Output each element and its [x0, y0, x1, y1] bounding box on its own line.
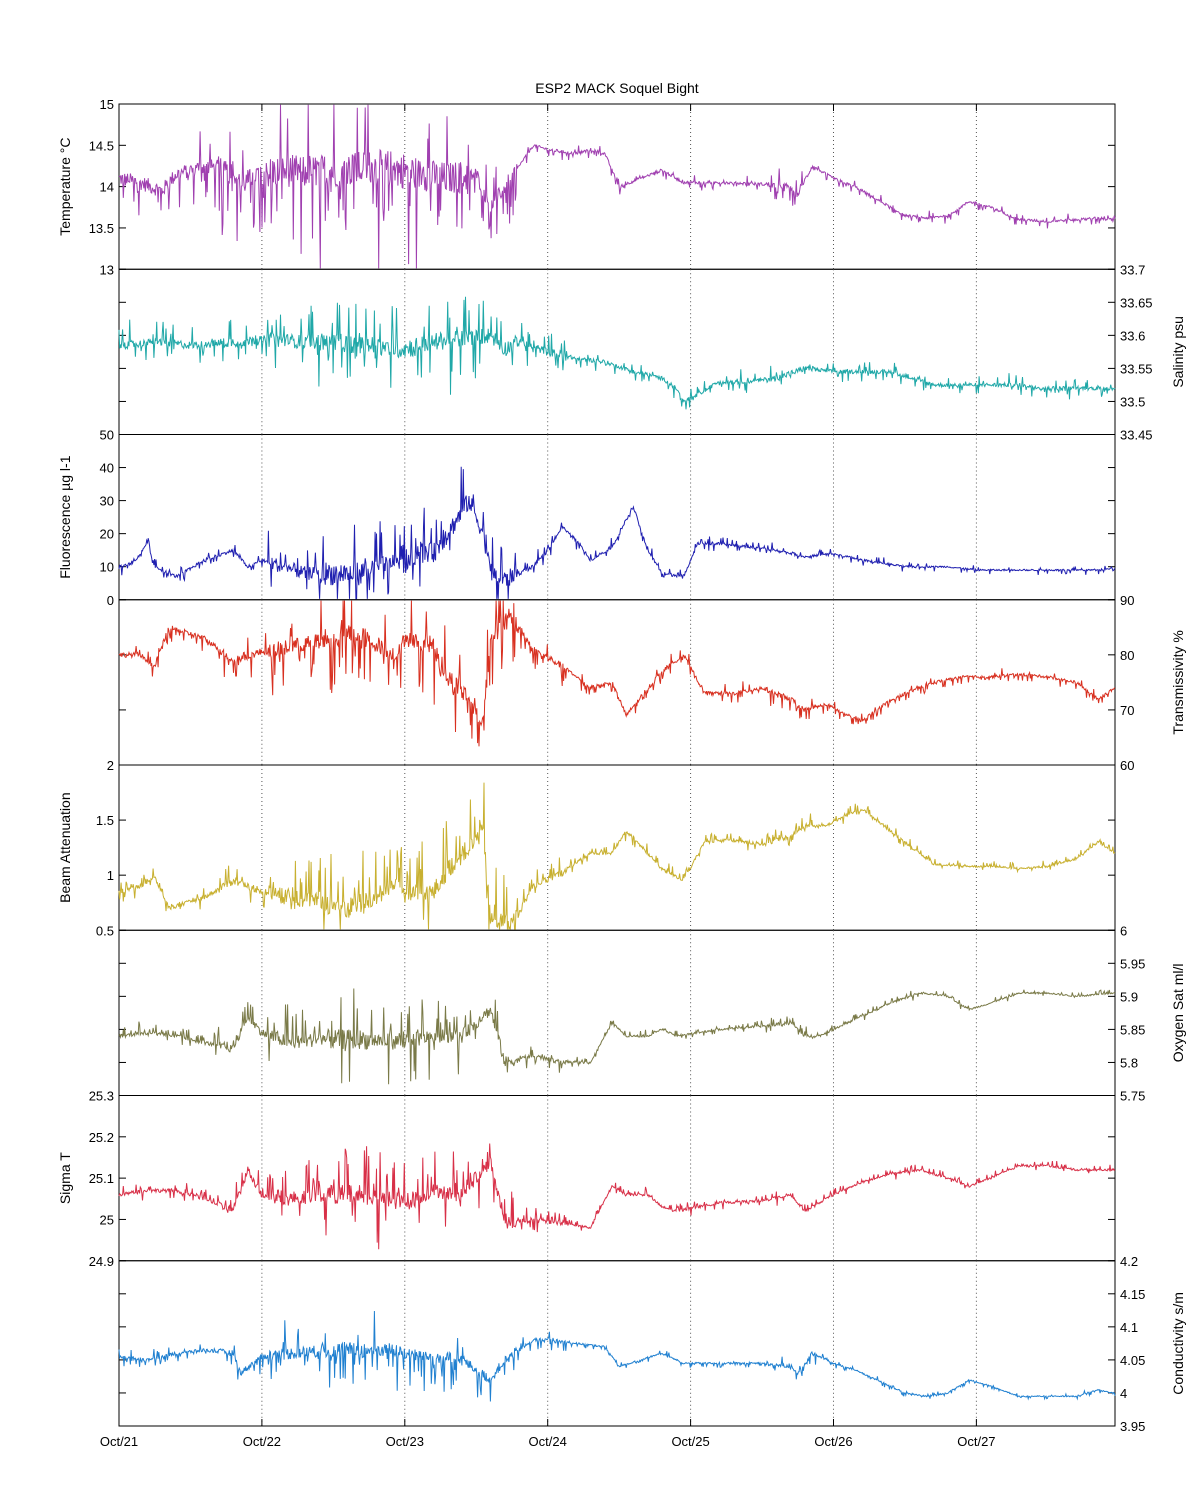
y-tick-label: 13 — [100, 262, 114, 277]
x-tick-label: Oct/24 — [529, 1434, 567, 1449]
y-axis-label-salinity: Salinity psu — [1170, 316, 1186, 388]
panel-conductivity: 3.95 4 4.05 4.1 4.15 4.2 Conductivity s/m — [118, 1254, 1186, 1434]
y-tick-label: 15 — [100, 97, 114, 112]
y-tick-label: 80 — [1120, 648, 1134, 663]
y-tick-label: 10 — [100, 560, 114, 575]
x-tick-label: Oct/21 — [100, 1434, 138, 1449]
y-tick-label: 4 — [1120, 1386, 1127, 1401]
panel-sigma_t: 24.9 25 25.1 25.2 25.3 Sigma T — [57, 1089, 1116, 1269]
y-tick-label: 4.05 — [1120, 1353, 1145, 1368]
y-tick-label: 13.5 — [89, 221, 114, 236]
y-tick-label: 25.3 — [89, 1089, 114, 1104]
y-tick-label: 33.5 — [1120, 394, 1145, 409]
series-line-salinity — [118, 296, 1116, 410]
y-tick-label: 33.45 — [1120, 428, 1153, 443]
series-line-conductivity — [118, 1310, 1116, 1402]
y-axis-label-sigma_t: Sigma T — [57, 1152, 73, 1204]
x-tick-label: Oct/27 — [957, 1434, 995, 1449]
x-tick-label: Oct/22 — [243, 1434, 281, 1449]
series-line-temperature — [118, 104, 1116, 269]
series-line-transmissivity — [118, 600, 1116, 747]
y-tick-label: 40 — [100, 461, 114, 476]
y-axis-label-temperature: Temperature °C — [57, 138, 73, 236]
y-tick-label: 30 — [100, 494, 114, 509]
y-tick-label: 5.75 — [1120, 1089, 1145, 1104]
panel-frame-conductivity — [118, 1260, 1116, 1427]
y-tick-label: 14 — [100, 180, 114, 195]
y-tick-label: 25.2 — [89, 1130, 114, 1145]
series-line-oxygen_sat — [118, 988, 1116, 1085]
y-axis-label-conductivity: Conductivity s/m — [1170, 1292, 1186, 1395]
y-tick-label: 5.8 — [1120, 1055, 1138, 1070]
y-tick-label: 33.55 — [1120, 361, 1153, 376]
y-tick-label: 3.95 — [1120, 1419, 1145, 1434]
y-tick-label: 14.5 — [89, 138, 114, 153]
series-line-sigma_t — [118, 1143, 1116, 1250]
x-tick-label: Oct/26 — [814, 1434, 852, 1449]
series-line-fluorescence — [118, 466, 1116, 600]
y-tick-label: 25 — [100, 1212, 114, 1227]
y-axis-label-oxygen_sat: Oxygen Sat ml/l — [1170, 963, 1186, 1062]
y-tick-label: 1 — [107, 868, 114, 883]
y-tick-label: 4.15 — [1120, 1287, 1145, 1302]
x-tick-label: Oct/23 — [386, 1434, 424, 1449]
y-tick-label: 5.85 — [1120, 1022, 1145, 1037]
x-axis: Oct/21 Oct/22 Oct/23 Oct/24 Oct/25 Oct/26 Oct/… — [100, 104, 996, 1449]
y-tick-label: 2 — [107, 758, 114, 773]
y-tick-label: 70 — [1120, 703, 1134, 718]
y-tick-label: 60 — [1120, 758, 1134, 773]
y-tick-label: 20 — [100, 527, 114, 542]
y-tick-label: 90 — [1120, 593, 1134, 608]
y-tick-label: 50 — [100, 428, 114, 443]
y-tick-label: 0 — [107, 593, 114, 608]
y-tick-label: 4.1 — [1120, 1320, 1138, 1335]
y-tick-label: 4.2 — [1120, 1254, 1138, 1269]
y-tick-label: 33.65 — [1120, 295, 1153, 310]
y-axis-label-beam_attenuation: Beam Attenuation — [57, 792, 73, 903]
y-tick-label: 24.9 — [89, 1254, 114, 1269]
series-line-beam_attenuation — [118, 782, 1116, 931]
panel-salinity: 33.45 33.5 33.55 33.6 33.65 33.7 Salinity psu — [118, 262, 1186, 443]
y-tick-label: 5.95 — [1120, 956, 1145, 971]
y-tick-label: 0.5 — [96, 923, 114, 938]
y-axis-label-transmissivity: Transmissivity % — [1170, 630, 1186, 735]
panel-transmissivity: 60 70 80 90 Transmissivity % — [118, 593, 1186, 773]
y-tick-label: 1.5 — [96, 813, 114, 828]
y-tick-label: 33.7 — [1120, 262, 1145, 277]
x-tick-label: Oct/25 — [671, 1434, 709, 1449]
y-tick-label: 33.6 — [1120, 328, 1145, 343]
y-axis-label-fluorescence: Fluorescence µg l-1 — [57, 455, 73, 578]
y-tick-label: 6 — [1120, 923, 1127, 938]
y-tick-label: 25.1 — [89, 1171, 114, 1186]
chart-title: ESP2 MACK Soquel Bight — [535, 80, 699, 96]
y-tick-label: 5.9 — [1120, 989, 1138, 1004]
